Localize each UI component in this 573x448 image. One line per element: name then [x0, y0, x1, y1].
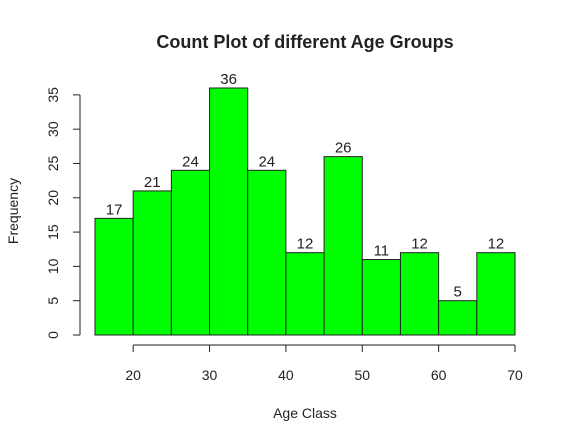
x-tick-label-60: 60	[431, 367, 447, 383]
y-axis: 0 5 10 15 20 25 30 35	[45, 87, 81, 339]
x-axis-title: Age Class	[273, 405, 337, 421]
bar-45-50	[323, 156, 363, 336]
bar-15-20	[94, 217, 134, 336]
bar-40-45	[285, 252, 325, 336]
y-tick-label-30: 30	[45, 121, 61, 137]
y-tick-label-35: 35	[45, 87, 61, 103]
data-labels-layer: 17 21 24 36 24 12 26 11 12 5 12	[106, 71, 505, 301]
x-tick-label-20: 20	[125, 367, 141, 383]
y-tick-label-15: 15	[45, 224, 61, 240]
x-tick-label-50: 50	[354, 367, 370, 383]
bar-60-65	[438, 300, 478, 336]
data-label-0: 17	[106, 201, 123, 218]
x-axis: 20 30 40 50 60 70	[125, 344, 523, 383]
bar-65-70	[476, 252, 516, 336]
data-label-1: 21	[144, 174, 161, 191]
data-label-6: 26	[335, 140, 352, 157]
data-label-2: 24	[182, 153, 199, 170]
y-tick-label-20: 20	[45, 190, 61, 206]
x-tick-label-40: 40	[278, 367, 294, 383]
y-tick-label-0: 0	[45, 331, 61, 339]
bar-25-30	[170, 169, 211, 336]
x-tick-label-70: 70	[507, 367, 523, 383]
x-tick-label-30: 30	[202, 367, 218, 383]
y-axis-title: Frequency	[5, 178, 21, 244]
data-label-7: 11	[374, 243, 390, 260]
data-label-8: 12	[411, 236, 428, 253]
data-label-5: 12	[297, 236, 314, 253]
data-label-4: 24	[258, 153, 275, 170]
y-tick-label-25: 25	[45, 155, 61, 171]
bar-50-55	[361, 259, 401, 336]
y-tick-label-10: 10	[45, 258, 61, 274]
bar-55-60	[399, 252, 440, 336]
data-label-9: 5	[454, 284, 462, 301]
bar-20-25	[132, 190, 172, 336]
bar-35-40	[247, 169, 287, 336]
data-label-10: 12	[488, 236, 505, 253]
y-tick-label-5: 5	[45, 297, 61, 305]
chart-title: Count Plot of different Age Groups	[156, 32, 453, 52]
data-label-3: 36	[220, 71, 237, 88]
bars-layer	[94, 87, 516, 336]
bar-30-35	[209, 87, 249, 336]
